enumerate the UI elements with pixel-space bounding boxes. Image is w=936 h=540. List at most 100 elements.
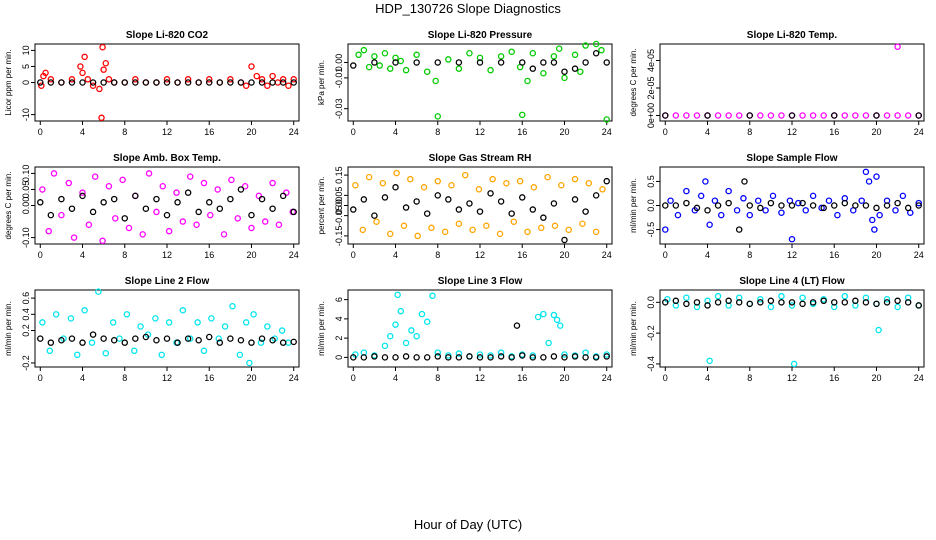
data-point <box>68 76 76 83</box>
data-point <box>264 323 271 330</box>
data-point <box>392 321 399 328</box>
data-point <box>365 173 373 181</box>
data-point <box>173 189 180 196</box>
data-point <box>360 354 368 361</box>
data-point <box>862 299 870 306</box>
data-point <box>809 202 817 209</box>
panel-title: Slope Line 3 Flow <box>438 276 523 287</box>
data-point <box>381 49 389 57</box>
y-axis-label: ml/min per min. <box>629 178 638 233</box>
data-point <box>350 62 357 69</box>
panel-3: Slope Li-820 Temp. 0 4 8 12 16 20 24 0e+00 2e-05 4… <box>629 30 925 137</box>
data-point <box>208 315 215 322</box>
data-point <box>184 335 192 342</box>
data-point <box>89 208 97 216</box>
series-1-min-slopes <box>39 288 292 367</box>
data-point <box>529 65 537 72</box>
data-point <box>105 182 113 190</box>
data-point <box>820 204 827 212</box>
data-point <box>95 288 102 295</box>
data-point <box>706 357 713 365</box>
data-point <box>392 59 399 66</box>
data-point <box>47 339 55 346</box>
x-tick-label: 24 <box>602 373 612 383</box>
data-point <box>714 299 722 306</box>
data-point <box>392 184 399 191</box>
data-point <box>741 178 748 185</box>
x-tick-label: 8 <box>122 250 127 260</box>
series-mean <box>37 331 297 346</box>
data-point <box>693 112 701 119</box>
panel-title: Slope Sample Flow <box>746 153 837 164</box>
data-point <box>518 111 526 119</box>
data-point <box>767 303 775 311</box>
x-tick-label: 0 <box>663 127 668 137</box>
x-tick-label: 24 <box>602 250 612 260</box>
data-point <box>216 205 224 212</box>
data-point <box>915 202 922 209</box>
data-point <box>537 224 545 232</box>
data-point <box>757 299 764 306</box>
data-point <box>683 187 690 195</box>
data-point <box>497 349 505 356</box>
data-point <box>529 206 537 213</box>
data-point <box>876 211 883 219</box>
data-point <box>132 79 139 86</box>
data-point <box>174 339 181 346</box>
x-tick-label: 12 <box>787 250 797 260</box>
data-point <box>767 297 775 305</box>
data-point <box>516 177 524 185</box>
data-point <box>672 202 680 209</box>
data-point <box>894 112 901 119</box>
x-tick-label: 4 <box>80 127 85 137</box>
y-tick-label: 5 <box>21 64 31 69</box>
panel-6: Slope Sample Flow 0 4 8 12 16 20 24 -0.5 0.0 0.5 ml… <box>629 153 925 260</box>
data-point <box>394 291 401 299</box>
data-point <box>121 79 129 86</box>
y-tick-label: 2 <box>334 336 344 341</box>
panel-5: Slope Gas Stream RH 0 4 8 12 16 20 24 -0.15-0.05… <box>317 153 613 260</box>
data-point <box>582 354 589 361</box>
x-tick-label: 12 <box>475 250 485 260</box>
x-tick-label: 4 <box>80 250 85 260</box>
series-1-min-slopes <box>355 40 610 123</box>
data-point <box>246 359 253 367</box>
data-point <box>469 226 476 234</box>
data-point <box>455 65 463 72</box>
y-tick-label: 0.5 <box>646 175 656 188</box>
data-point <box>466 49 473 57</box>
data-point <box>706 221 713 228</box>
x-tick-label: 16 <box>204 127 214 137</box>
data-point <box>434 113 442 120</box>
data-point <box>371 353 378 360</box>
data-point <box>534 313 542 321</box>
data-point <box>79 339 86 346</box>
x-tick-label: 12 <box>787 127 797 137</box>
data-point <box>85 221 93 228</box>
data-point <box>571 196 579 203</box>
data-point <box>561 354 568 361</box>
data-point <box>195 337 202 344</box>
data-point <box>662 202 669 209</box>
data-point <box>42 69 49 77</box>
y-axis-label: degrees C per min. <box>4 171 13 239</box>
data-point <box>274 79 282 86</box>
y-tick-label: -0.2 <box>646 325 656 341</box>
data-point <box>894 303 901 311</box>
data-point <box>683 112 690 119</box>
data-point <box>579 220 586 227</box>
data-point <box>79 69 86 77</box>
data-point <box>540 214 547 221</box>
data-point <box>852 297 859 305</box>
data-point <box>497 53 505 60</box>
data-point <box>215 335 222 342</box>
series-1-min-slopes <box>662 168 922 243</box>
series-mean <box>662 297 922 309</box>
data-point <box>841 112 849 119</box>
data-point <box>883 202 891 209</box>
data-point <box>258 76 266 83</box>
data-point <box>381 354 389 361</box>
data-point <box>769 192 777 200</box>
x-tick-label: 0 <box>351 127 356 137</box>
data-point <box>207 211 214 219</box>
